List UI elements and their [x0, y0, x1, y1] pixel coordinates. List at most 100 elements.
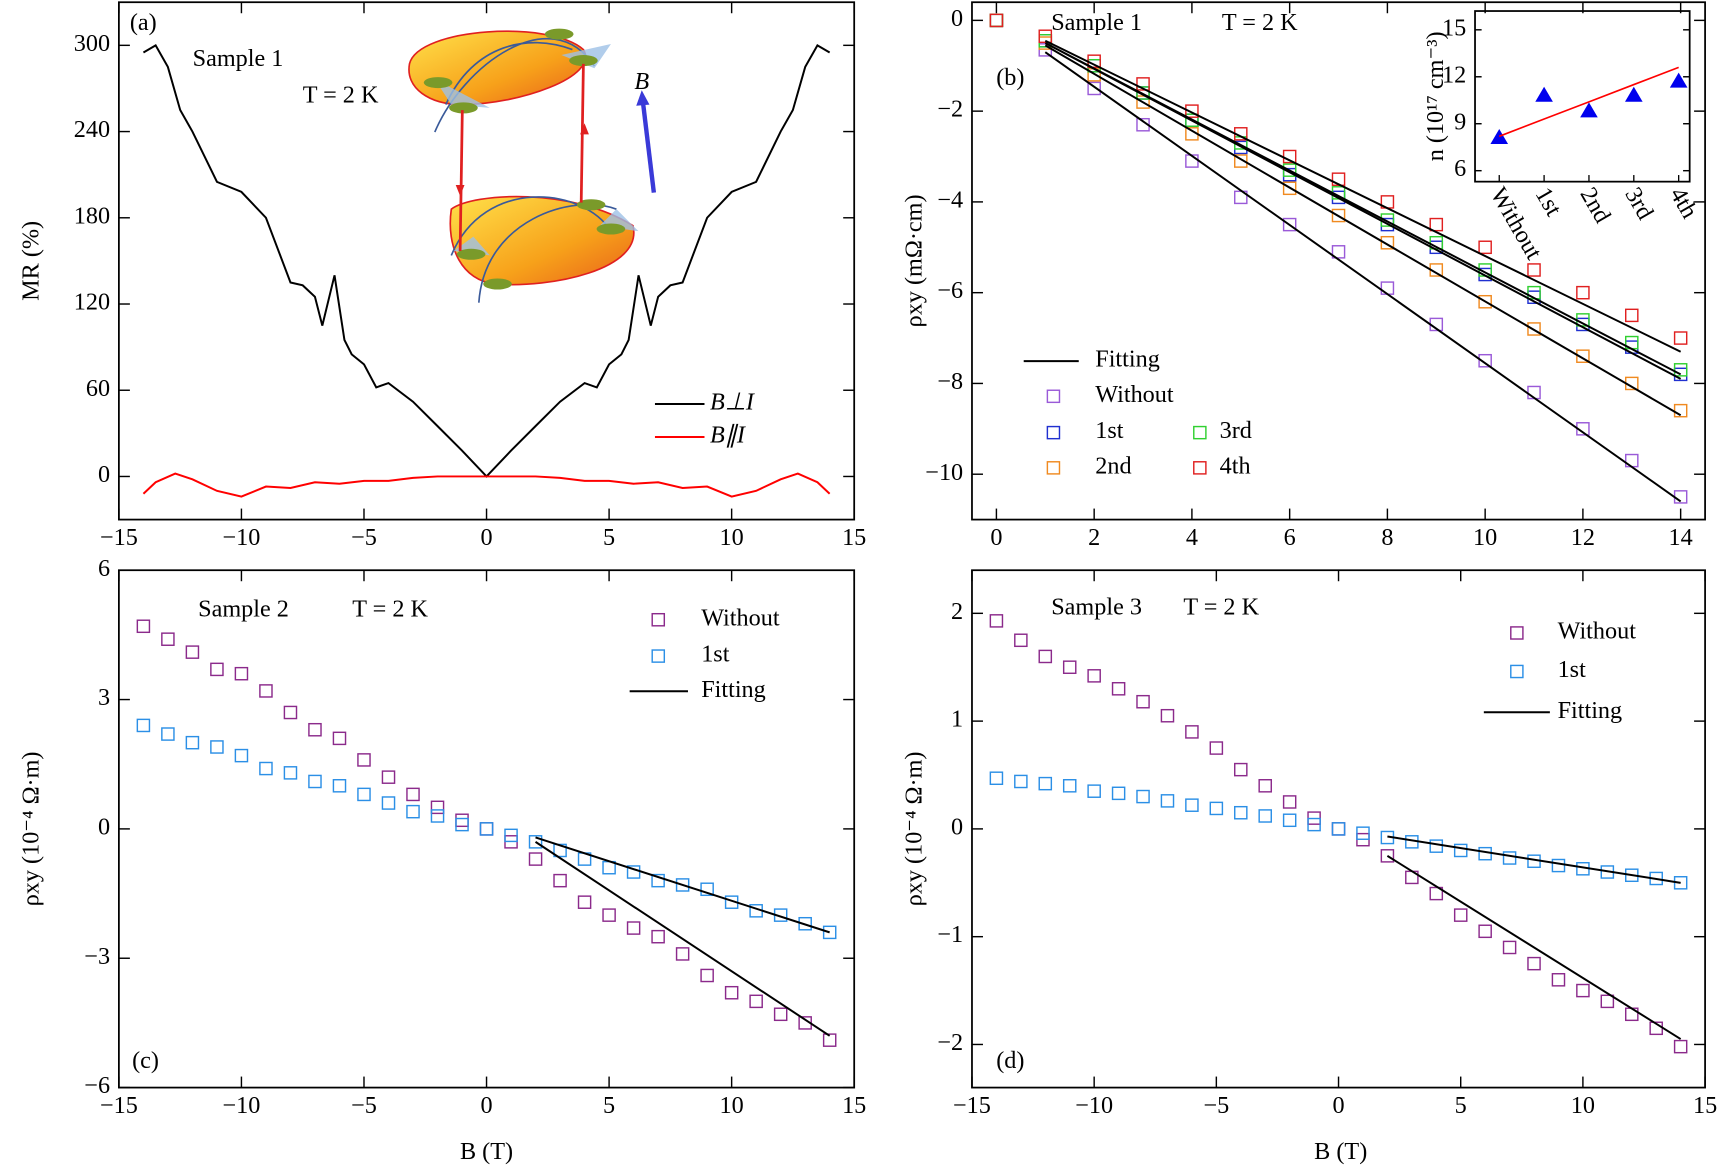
data-point — [1380, 235, 1395, 250]
y-tick-label: 6 — [98, 555, 110, 582]
data-point — [989, 13, 1004, 28]
data-point — [406, 804, 420, 819]
y-tick-label: 180 — [74, 202, 110, 229]
data-point — [1136, 86, 1150, 100]
x-tick-label: 0 — [480, 1092, 492, 1119]
legend-label: 1st — [1558, 656, 1587, 683]
x-tick-label: 15 — [842, 1092, 866, 1119]
data-point — [651, 873, 665, 888]
data-point — [234, 666, 249, 681]
annotation: T = 2 K — [1183, 593, 1259, 620]
x-tick-label: 2nd — [1575, 183, 1617, 228]
x-tick-label: 8 — [1381, 524, 1393, 551]
legend-label: Fitting — [701, 676, 766, 703]
plot-frame — [971, 1, 1706, 521]
legend-label: Fitting — [1558, 697, 1623, 724]
legend-label: 1st — [701, 641, 730, 668]
data-point — [1038, 776, 1053, 791]
data-point — [381, 770, 396, 784]
data-point — [1600, 994, 1615, 1009]
legend-label: B⊥I — [710, 389, 755, 416]
y-tick-label: 12 — [1442, 61, 1466, 88]
data-point — [210, 662, 224, 677]
data-point — [1580, 102, 1598, 118]
data-point — [1673, 1039, 1688, 1054]
data-point — [700, 882, 714, 897]
data-point — [1669, 72, 1688, 88]
x-tick-label: 0 — [1332, 1092, 1344, 1119]
y-tick-label: −6 — [937, 277, 963, 304]
data-point — [989, 13, 1004, 28]
data-point — [1111, 682, 1126, 696]
x-tick-label: 10 — [720, 524, 744, 551]
data-point — [1356, 826, 1370, 840]
data-point — [1478, 353, 1492, 368]
x-tick-label: 10 — [1571, 1092, 1595, 1119]
x-tick-label: 10 — [1473, 524, 1497, 551]
data-point — [185, 645, 200, 659]
data-point — [332, 779, 347, 793]
data-point — [1234, 154, 1248, 168]
legend-label: 1st — [1095, 417, 1124, 444]
data-point — [1185, 113, 1199, 127]
data-point — [1625, 86, 1643, 102]
legend-swatch — [1046, 425, 1061, 440]
annotation: T = 2 K — [1222, 9, 1298, 36]
y-axis-label: ρxy (10⁻⁴ Ω·m) — [18, 751, 45, 906]
y-axis-label: n (10¹⁷ cm⁻³) — [1422, 31, 1449, 161]
data-point — [283, 766, 298, 780]
x-tick-label: −5 — [1203, 1092, 1229, 1119]
data-point — [430, 809, 445, 823]
x-tick-label: −5 — [351, 1092, 377, 1119]
y-tick-label: 240 — [74, 116, 110, 143]
y-tick-label: 60 — [86, 375, 110, 402]
data-point — [1478, 846, 1492, 861]
data-point — [1160, 794, 1175, 808]
y-tick-label: −6 — [84, 1072, 110, 1099]
data-point — [1087, 784, 1101, 798]
x-tick-label: −5 — [351, 524, 377, 551]
legend-swatch — [1193, 425, 1207, 440]
data-point — [989, 13, 1004, 28]
data-point — [161, 632, 175, 646]
data-point — [455, 813, 469, 828]
annotation: T = 2 K — [303, 81, 379, 108]
legend-swatch — [651, 649, 666, 663]
data-point — [1209, 741, 1224, 755]
x-tick-label: 0 — [990, 524, 1002, 551]
data-point — [822, 1033, 837, 1047]
data-point — [430, 800, 445, 815]
data-point — [989, 771, 1004, 786]
y-tick-label: 0 — [98, 813, 110, 840]
legend-swatch — [1193, 461, 1207, 475]
data-point — [1625, 308, 1639, 323]
data-point — [1502, 940, 1517, 955]
data-point — [1185, 725, 1199, 739]
y-tick-label: −4 — [937, 186, 963, 213]
data-point — [1038, 649, 1053, 664]
plot-frame — [1474, 10, 1691, 183]
data-point — [1209, 801, 1224, 816]
data-point — [1087, 669, 1101, 683]
y-tick-label: 0 — [98, 461, 110, 488]
data-point — [1331, 822, 1346, 836]
y-tick-label: 6 — [1454, 155, 1466, 182]
data-point — [406, 787, 420, 802]
data-point — [553, 873, 567, 888]
data-point — [1062, 660, 1077, 674]
data-point — [700, 968, 714, 983]
data-point — [234, 748, 249, 763]
x-tick-label: 1st — [1530, 183, 1568, 221]
data-point — [1282, 813, 1297, 828]
data-point — [1502, 851, 1517, 865]
data-point — [626, 921, 641, 935]
data-point — [1185, 798, 1199, 812]
data-point — [675, 947, 690, 961]
x-tick-label: 14 — [1669, 524, 1693, 551]
data-point — [479, 822, 494, 836]
legend-label: B∥I — [710, 422, 746, 449]
data-point — [185, 735, 200, 750]
data-point — [1673, 363, 1688, 377]
x-tick-label: 10 — [720, 1092, 744, 1119]
data-point — [1087, 81, 1101, 96]
